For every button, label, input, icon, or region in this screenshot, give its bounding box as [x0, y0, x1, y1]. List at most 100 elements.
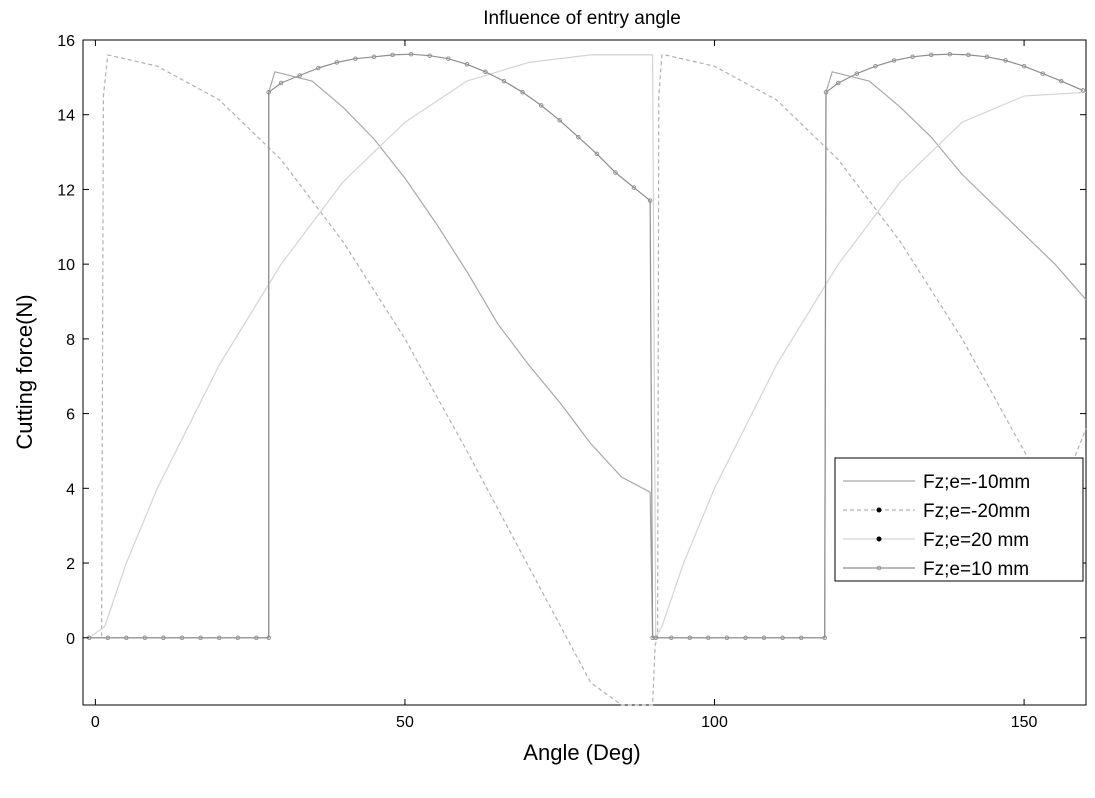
series-point — [427, 53, 432, 58]
series-point — [854, 71, 860, 76]
y-tick-label: 6 — [66, 407, 75, 424]
series-point — [1021, 63, 1027, 69]
series-point — [254, 635, 259, 641]
series-1 — [89, 71, 1087, 639]
series-point — [408, 51, 414, 57]
series-point — [823, 90, 829, 95]
y-tick-label: 10 — [57, 257, 75, 274]
series-point — [179, 635, 185, 641]
legend-box — [834, 457, 1084, 582]
legend-marker — [876, 536, 882, 542]
series-2 — [89, 54, 1087, 706]
x-tick-label: 100 — [701, 714, 728, 731]
series-point — [647, 198, 653, 203]
series-point — [631, 185, 637, 190]
series-line — [88, 54, 1087, 639]
legend-label: Fz;e=-10mm — [923, 472, 1030, 493]
series-line — [89, 54, 1087, 706]
series-point — [910, 54, 915, 60]
series-point — [687, 635, 693, 641]
series-point — [105, 635, 111, 641]
series-point — [836, 80, 841, 86]
y-tick-label: 0 — [66, 631, 75, 648]
series-point — [266, 635, 271, 641]
axis-ticks: 0 50 100 150 0 2 4 6 8 10 12 14 16 — [57, 33, 1086, 731]
y-tick-label: 8 — [66, 332, 75, 349]
series-line — [89, 71, 1087, 639]
y-tick-label: 4 — [66, 481, 75, 498]
series-point — [316, 65, 321, 71]
series-point — [594, 151, 600, 157]
y-tick-label: 12 — [57, 182, 75, 199]
legend: Fz;e=-10mm Fz;e=-20mm Fz;e=20 mm Fz;e=10 mm — [834, 457, 1084, 582]
series-point — [891, 58, 897, 63]
series-point — [1003, 58, 1008, 63]
x-tick-label: 50 — [396, 714, 414, 731]
series-point — [928, 52, 934, 58]
series-point — [353, 56, 358, 61]
series-point — [483, 69, 488, 75]
y-tick-label: 2 — [66, 556, 75, 573]
x-tick-label: 150 — [1011, 714, 1038, 731]
series-point — [334, 60, 340, 65]
series-point — [266, 90, 271, 95]
series-point — [1040, 71, 1045, 76]
series-point — [124, 635, 129, 641]
y-tick-label: 14 — [57, 108, 75, 125]
series-point — [297, 73, 302, 78]
legend-label: Fz;e=-20mm — [923, 501, 1030, 522]
plot-area — [82, 39, 1087, 706]
legend-item: Fz;e=10 mm — [843, 559, 1029, 580]
x-tick-label: 0 — [91, 714, 100, 731]
chart-title: Influence of entry angle — [483, 8, 681, 29]
series-point — [653, 635, 658, 641]
series-3 — [88, 54, 1087, 639]
series-point — [743, 635, 748, 641]
series-layer — [86, 51, 1087, 706]
series-point — [198, 635, 203, 641]
series-point — [371, 54, 377, 60]
series-point — [538, 103, 544, 108]
series-point — [1080, 88, 1086, 93]
series-point — [216, 635, 222, 641]
series-point — [142, 635, 148, 641]
series-point — [464, 62, 470, 67]
series-4 — [86, 51, 1086, 641]
legend-label: Fz;e=20 mm — [923, 530, 1029, 551]
series-point — [947, 51, 953, 57]
legend-item: Fz;e=-20mm — [843, 501, 1030, 522]
series-point — [966, 52, 971, 58]
series-point — [761, 635, 767, 641]
series-point — [446, 56, 451, 61]
legend-marker — [876, 565, 882, 571]
series-point — [780, 635, 785, 641]
series-point — [822, 635, 827, 641]
series-point — [235, 635, 241, 641]
y-tick-label: 16 — [57, 33, 75, 50]
series-point — [613, 170, 618, 175]
series-point — [576, 134, 581, 140]
series-point — [1058, 78, 1064, 84]
series-point — [798, 635, 804, 641]
series-point — [390, 52, 395, 58]
series-point — [668, 635, 674, 641]
legend-label: Fz;e=10 mm — [923, 559, 1029, 580]
legend-item: Fz;e=-10mm — [843, 472, 1030, 493]
series-point — [984, 54, 990, 60]
series-point — [706, 635, 711, 641]
series-point — [557, 118, 562, 123]
series-point — [650, 635, 655, 641]
series-point — [278, 80, 284, 86]
series-point — [724, 635, 730, 641]
x-axis-label: Angle (Deg) — [523, 740, 640, 765]
legend-item: Fz;e=20 mm — [843, 530, 1029, 551]
series-point — [873, 63, 878, 69]
series-point — [501, 78, 507, 84]
series-point — [520, 90, 525, 95]
legend-marker — [876, 507, 882, 513]
series-point — [161, 635, 166, 641]
series-line — [89, 53, 1084, 639]
y-axis-label: Cutting force(N) — [12, 294, 37, 449]
